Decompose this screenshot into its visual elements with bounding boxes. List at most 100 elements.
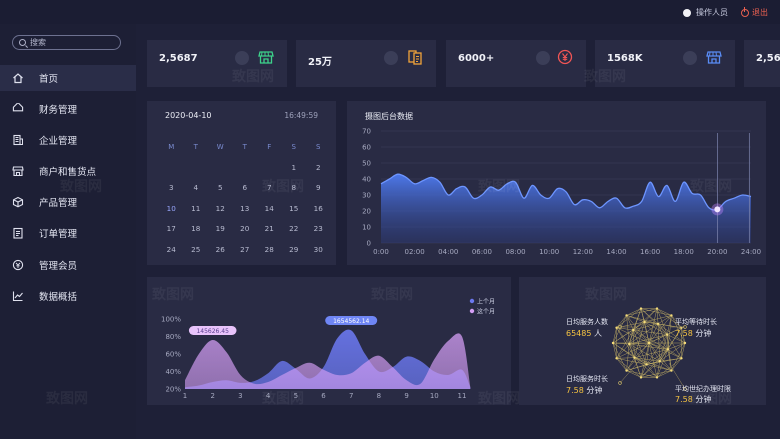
avg-wait-label: 平均等待时长 xyxy=(675,318,717,326)
sidebar-item-data-overview[interactable]: 数据概括 xyxy=(0,283,136,309)
x-tick-label: 11 xyxy=(458,392,467,400)
sidebar-item-members[interactable]: 管理会员 xyxy=(0,252,136,278)
calendar-day[interactable]: 24 xyxy=(166,244,176,254)
search-input[interactable] xyxy=(30,38,110,47)
globe-mesh xyxy=(612,308,686,378)
search-box[interactable] xyxy=(12,35,121,50)
highlight-point xyxy=(714,206,721,213)
calendar-day[interactable]: 7 xyxy=(266,183,272,192)
calendar-day[interactable]: 26 xyxy=(215,244,225,254)
sidebar-item-label: 订单管理 xyxy=(39,229,78,240)
mesh-line xyxy=(629,343,635,358)
mesh-line xyxy=(681,327,686,344)
connector-line xyxy=(619,360,640,384)
mesh-line xyxy=(657,323,668,335)
calendar-day[interactable]: 4 xyxy=(193,183,199,192)
mesh-node xyxy=(683,341,687,345)
mesh-line xyxy=(644,321,650,344)
calendar-day[interactable]: 16 xyxy=(313,203,323,213)
mesh-line xyxy=(640,360,660,378)
mesh-line xyxy=(634,357,672,371)
calendar-day[interactable]: 11 xyxy=(191,203,201,213)
x-tick-label: 18:00 xyxy=(674,248,694,256)
member-icon xyxy=(12,259,24,271)
mesh-line xyxy=(634,357,647,365)
calendar-day[interactable]: 18 xyxy=(191,224,201,233)
stat-decoration xyxy=(384,51,398,65)
mesh-line xyxy=(657,315,672,324)
mesh-line xyxy=(626,315,630,345)
mesh-line xyxy=(633,308,658,331)
x-tick-label: 16:00 xyxy=(640,248,660,256)
y-tick-label: 60% xyxy=(165,351,181,359)
building-icon xyxy=(12,134,24,146)
daily-people-stat: 65485 人 xyxy=(566,328,602,339)
calendar-day[interactable]: 13 xyxy=(240,203,250,213)
calendar-day[interactable]: 8 xyxy=(291,183,297,192)
calendar-day[interactable]: 17 xyxy=(166,224,176,233)
calendar-day[interactable]: 9 xyxy=(315,183,321,192)
calendar-day[interactable]: 22 xyxy=(289,224,299,233)
weekday-label: S xyxy=(291,143,296,151)
calendar-day[interactable]: 23 xyxy=(313,224,323,233)
mesh-line xyxy=(616,357,635,359)
connector-line xyxy=(668,362,686,390)
calendar-day[interactable]: 3 xyxy=(168,183,174,192)
sidebar-item-home[interactable]: 首页 xyxy=(0,65,136,91)
calendar-day[interactable]: 2 xyxy=(315,162,321,172)
sidebar-item-enterprise[interactable]: 企业管理 xyxy=(0,127,136,153)
mesh-node xyxy=(625,369,628,372)
calendar-day[interactable]: 5 xyxy=(217,183,223,192)
legend-label: 这个月 xyxy=(477,308,495,316)
calendar-day[interactable]: 10 xyxy=(166,203,176,213)
mesh-node xyxy=(628,342,631,346)
store-front-icon xyxy=(258,51,274,64)
calendar-day[interactable]: 21 xyxy=(264,224,274,233)
series-area xyxy=(185,333,471,389)
legend-marker xyxy=(469,308,475,314)
mesh-line xyxy=(671,358,682,371)
calendar-day[interactable]: 27 xyxy=(240,244,250,254)
calendar-day[interactable]: 29 xyxy=(289,244,299,254)
sidebar-item-label: 首页 xyxy=(39,74,59,85)
calendar-day[interactable]: 19 xyxy=(215,224,225,233)
mesh-line xyxy=(640,364,647,378)
calendar-day[interactable]: 6 xyxy=(242,183,248,192)
avg-process-stat: 7.58 分钟 xyxy=(675,395,711,404)
y-tick-label: 0 xyxy=(367,240,371,248)
line-chart-icon xyxy=(12,290,24,302)
mesh-line xyxy=(626,357,635,371)
mesh-line xyxy=(616,327,630,345)
stat-decoration xyxy=(683,51,697,65)
mesh-node xyxy=(670,314,673,317)
sidebar-item-finance[interactable]: 财务管理 xyxy=(0,96,136,122)
calendar-day[interactable]: 28 xyxy=(264,244,274,254)
chart-title: 摄图后台数据 xyxy=(365,112,413,121)
value-callout-bubble xyxy=(325,316,378,325)
stat-decoration xyxy=(235,51,249,65)
calendar-day[interactable]: 25 xyxy=(191,244,201,254)
mesh-line xyxy=(657,323,686,344)
sidebar-item-orders[interactable]: 订单管理 xyxy=(0,220,136,246)
weekday-label: F xyxy=(267,143,272,151)
logout-button[interactable]: 退出 xyxy=(741,6,768,18)
calendar-day[interactable]: 15 xyxy=(289,203,299,213)
sidebar-item-merchants[interactable]: 商户和售货点 xyxy=(0,158,136,184)
daily-time-label: 日均服务时长 xyxy=(566,375,608,383)
weekday-label: T xyxy=(193,143,198,151)
user-menu[interactable]: 操作人员 xyxy=(683,7,728,18)
legend-label: 上个月 xyxy=(477,298,495,306)
y-tick-label: 70 xyxy=(362,128,371,136)
calendar-day[interactable]: 12 xyxy=(215,203,225,213)
mesh-line xyxy=(656,308,659,324)
calendar-day[interactable]: 14 xyxy=(264,203,274,213)
calendar-day[interactable]: 1 xyxy=(291,162,297,172)
mesh-line xyxy=(616,342,650,359)
calendar-day[interactable]: 30 xyxy=(313,244,323,254)
mesh-line xyxy=(633,329,650,344)
sidebar-item-products[interactable]: 产品管理 xyxy=(0,189,136,215)
connector-dot xyxy=(618,381,622,385)
mesh-node xyxy=(632,328,635,332)
calendar-day[interactable]: 20 xyxy=(240,224,250,233)
sidebar-item-label: 产品管理 xyxy=(39,198,78,209)
